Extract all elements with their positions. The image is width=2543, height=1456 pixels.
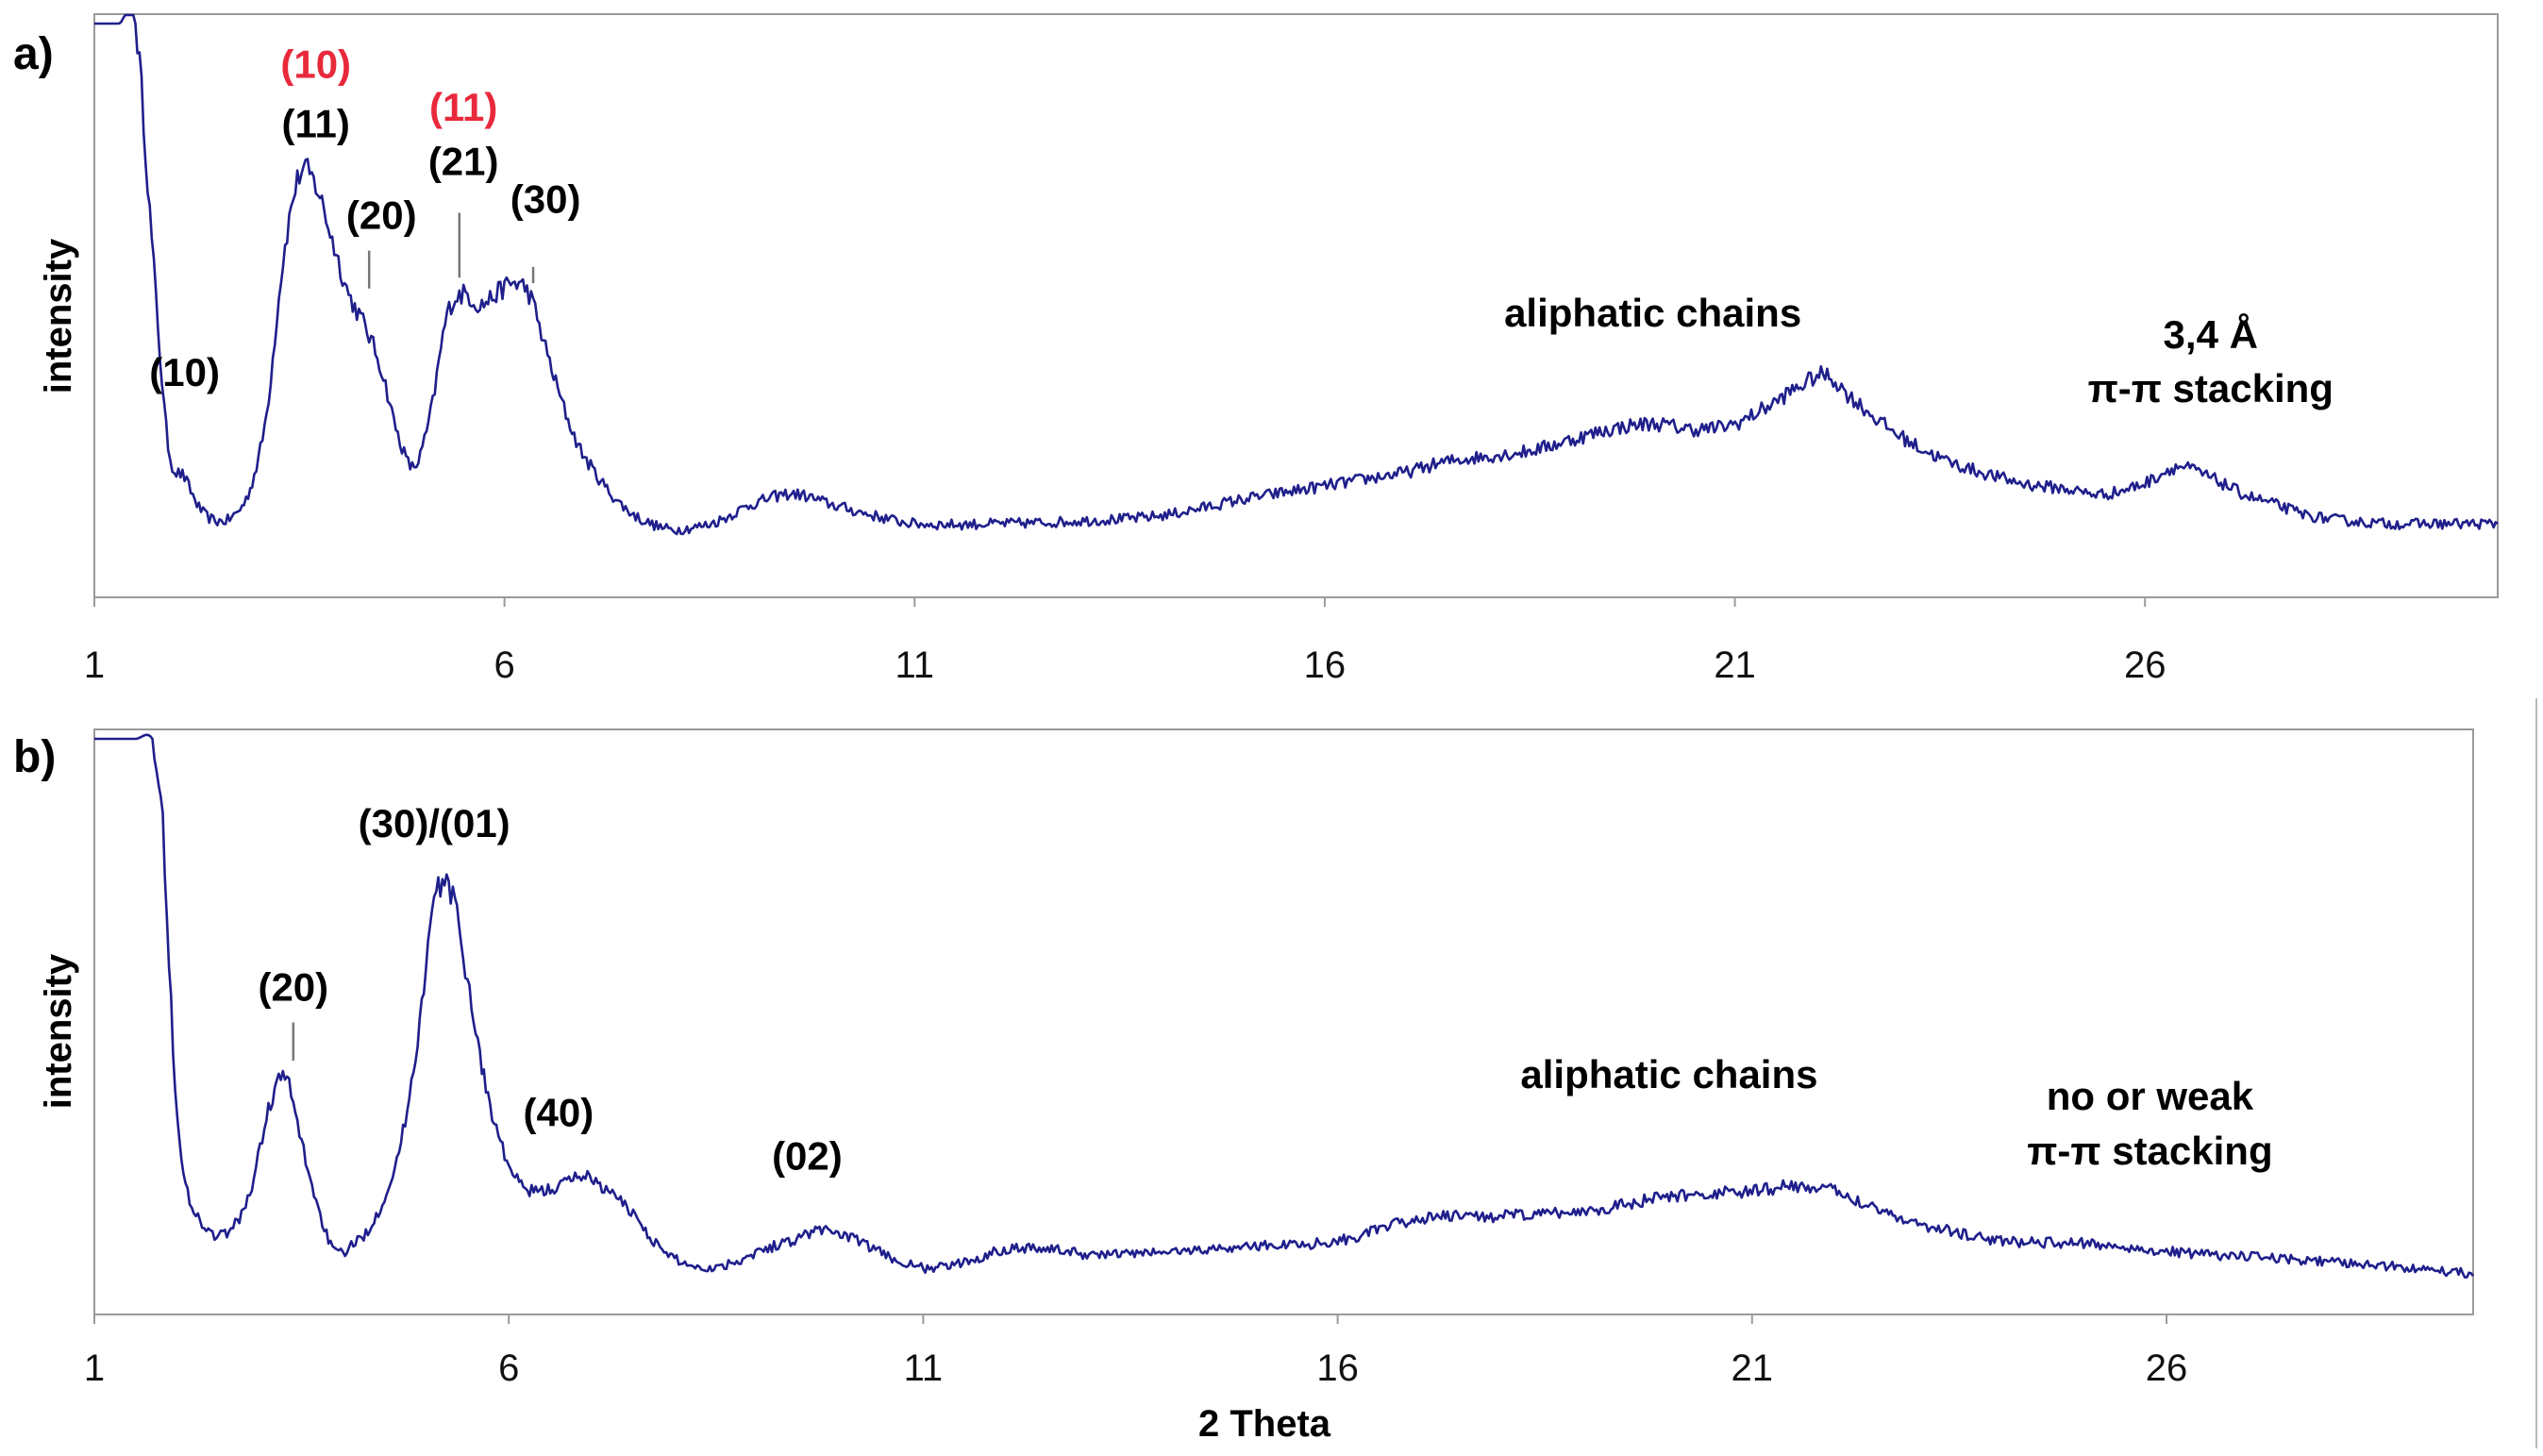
panel-b-x-tick-label: 26 (2146, 1347, 2188, 1389)
panel-a-ticks: 1 6 11 16 21 26 (84, 597, 2167, 686)
panel-a-x-tick-label: 26 (2124, 644, 2167, 686)
panel-b-annotation: (20) (258, 964, 328, 1009)
panel-b-x-axis-label: 2 Theta (1198, 1403, 1331, 1445)
panel-a-annotation: 3,4 Å (2164, 312, 2258, 357)
panel-b-curve-group (94, 733, 2475, 1279)
panel-b-annotation: aliphatic chains (1520, 1052, 1817, 1096)
panel-b-annotation-group: (20) (30)/(01) (40) (02) aliphatic chains no … (258, 801, 2272, 1179)
panel-a-plot-frame (93, 13, 2499, 598)
panel-a-x-tick-label: 11 (895, 644, 935, 686)
panel-b-annotation: (40) (524, 1090, 594, 1134)
panel-a-annotation-group: (10) (10) (11) (20) (11) (21)(30) aliphatic ch… (149, 42, 2334, 410)
panel-a-annotation: (30) (510, 177, 581, 222)
panel-a-annotation: (20) (346, 193, 417, 238)
panel-a-annotation: (10) (149, 350, 220, 394)
panel-b-x-tick-label: 21 (1732, 1347, 1774, 1389)
panel-b-ticks: 1 6 11 16 21 26 (84, 1314, 2187, 1389)
panel-a-diffraction-curve (94, 13, 2499, 536)
panel-a-annotation: (11) (282, 101, 350, 145)
panel-b-x-tick-label: 11 (904, 1347, 944, 1389)
panel-a-x-tick-label: 16 (1304, 644, 1347, 686)
panel-a-annotation: π-π stacking (2088, 366, 2334, 410)
panel-a-annotation: aliphatic chains (1504, 291, 1801, 335)
panel-a-marker-group (367, 212, 535, 289)
panel-a-label: a) (13, 29, 54, 79)
panel-a-chart: 1 6 11 16 21 26 (10)(10)(11)(20)(11)(21)(30)a… (13, 13, 2499, 686)
panel-a-y-axis-label: intensity (38, 238, 79, 393)
panel-b-plot-frame (93, 728, 2474, 1315)
panel-b-diffraction-curve (94, 733, 2475, 1279)
panel-b-x-tick-label: 6 (498, 1347, 519, 1389)
panel-b-annotation: π-π stacking (2027, 1129, 2272, 1173)
panel-b-annotation: (30)/(01) (359, 801, 510, 845)
panel-a-x-tick-label: 21 (1714, 644, 1756, 686)
panel-b-chart: 1 6 11 16 21 26 (20)(30)/(01)(40)(02)aliphati… (13, 728, 2475, 1445)
panel-b-annotation: (02) (772, 1134, 843, 1179)
panel-b-x-tick-label: 16 (1316, 1347, 1359, 1389)
panel-a-annotation: (21) (428, 139, 499, 183)
panel-b-label: b) (13, 732, 56, 782)
panel-a-x-tick-label: 1 (84, 644, 105, 686)
panel-a-annotation: (10) (280, 42, 351, 86)
panel-b-x-tick-label: 1 (84, 1347, 105, 1389)
panel-b-y-axis-label: intensity (38, 953, 79, 1109)
panel-a-curve-group (94, 13, 2499, 536)
panel-b-annotation: no or weak (2047, 1074, 2254, 1118)
panel-a-annotation: (11) (429, 85, 497, 129)
panel-a-x-tick-label: 6 (494, 644, 515, 686)
